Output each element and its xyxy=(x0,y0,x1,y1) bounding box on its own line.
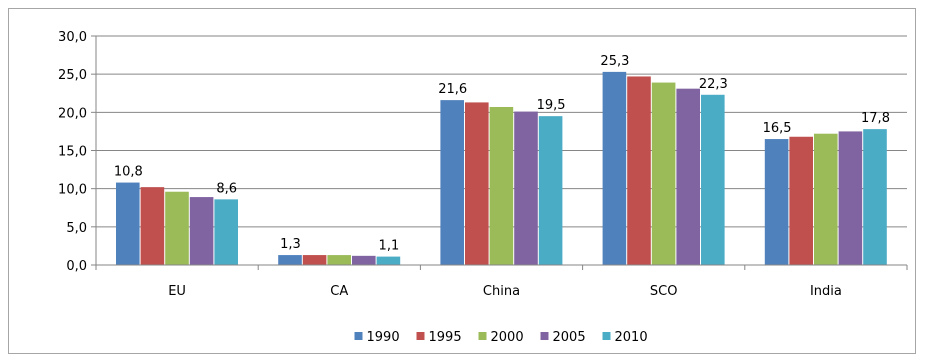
y-tick-label: 5,0 xyxy=(66,221,87,236)
bar-sco-2000 xyxy=(651,82,676,266)
bar-china-1990 xyxy=(440,100,464,266)
x-tick-label: SCO xyxy=(650,284,678,299)
y-tick-label: 30,0 xyxy=(58,30,87,45)
bar-india-1995 xyxy=(789,136,813,265)
bar-eu-2005 xyxy=(189,197,214,265)
bars xyxy=(116,71,887,266)
data-label: 10,8 xyxy=(114,165,143,180)
data-label: 19,5 xyxy=(537,98,566,113)
data-label: 22,3 xyxy=(699,77,728,92)
data-label: 1,1 xyxy=(379,239,400,254)
data-label: 8,6 xyxy=(216,181,237,196)
bar-india-2005 xyxy=(838,131,863,265)
bar-india-2000 xyxy=(814,133,838,265)
data-label: 17,8 xyxy=(861,111,890,126)
bar-eu-2010 xyxy=(214,199,238,265)
legend-label-1995: 1995 xyxy=(429,330,462,345)
bar-sco-1990 xyxy=(602,71,627,265)
data-label: 21,6 xyxy=(438,82,467,97)
bar-china-2010 xyxy=(538,116,563,266)
bar-ca-2005 xyxy=(352,255,376,265)
bar-ca-2010 xyxy=(376,256,401,265)
data-label: 25,3 xyxy=(600,54,629,69)
bar-india-1990 xyxy=(764,139,789,265)
y-tick-label: 0,0 xyxy=(66,259,87,274)
bar-china-2000 xyxy=(489,106,514,266)
bar-eu-2000 xyxy=(165,191,189,265)
legend-label-2005: 2005 xyxy=(553,330,586,345)
bar-sco-1995 xyxy=(627,76,651,265)
legend-swatch-2005 xyxy=(540,332,549,340)
bar-sco-2005 xyxy=(676,88,700,265)
bar-india-2010 xyxy=(863,129,887,265)
data-label: 16,5 xyxy=(763,121,792,136)
legend-swatch-2000 xyxy=(478,332,487,340)
bar-ca-1995 xyxy=(302,255,327,265)
x-tick-label: India xyxy=(810,284,842,299)
data-labels: 10,8 8,6 1,3 1,1 21,6 19,5 25,3 22,3 16,5 17,8 xyxy=(114,54,890,254)
legend-swatch-2010 xyxy=(602,332,611,340)
bar-ca-2000 xyxy=(327,255,351,265)
legend-swatch-1990 xyxy=(354,332,363,340)
legend-label-2000: 2000 xyxy=(491,330,524,345)
y-tick-label: 15,0 xyxy=(58,145,87,160)
y-tick-label: 10,0 xyxy=(58,183,87,198)
bar-eu-1990 xyxy=(116,182,140,265)
x-tick-label: China xyxy=(483,284,520,299)
y-tick-label: 20,0 xyxy=(58,106,87,121)
data-label: 1,3 xyxy=(280,237,301,252)
bar-eu-1995 xyxy=(140,187,165,265)
legend-swatch-1995 xyxy=(416,332,425,340)
bar-sco-2010 xyxy=(701,94,725,265)
axes: 0,0 5,0 10,0 15,0 20,0 25,0 30,0 EU CA China SCO In… xyxy=(58,30,908,299)
x-tick-label: CA xyxy=(330,284,348,299)
bar-china-2005 xyxy=(514,111,538,265)
bar-ca-1990 xyxy=(278,255,302,265)
bar-china-1995 xyxy=(465,102,489,265)
y-tick-label: 25,0 xyxy=(58,68,87,83)
legend-label-1990: 1990 xyxy=(367,330,400,345)
legend-label-2010: 2010 xyxy=(615,330,648,345)
legend: 1990 1995 2000 2005 2010 xyxy=(354,330,648,345)
x-tick-label: EU xyxy=(168,284,186,299)
